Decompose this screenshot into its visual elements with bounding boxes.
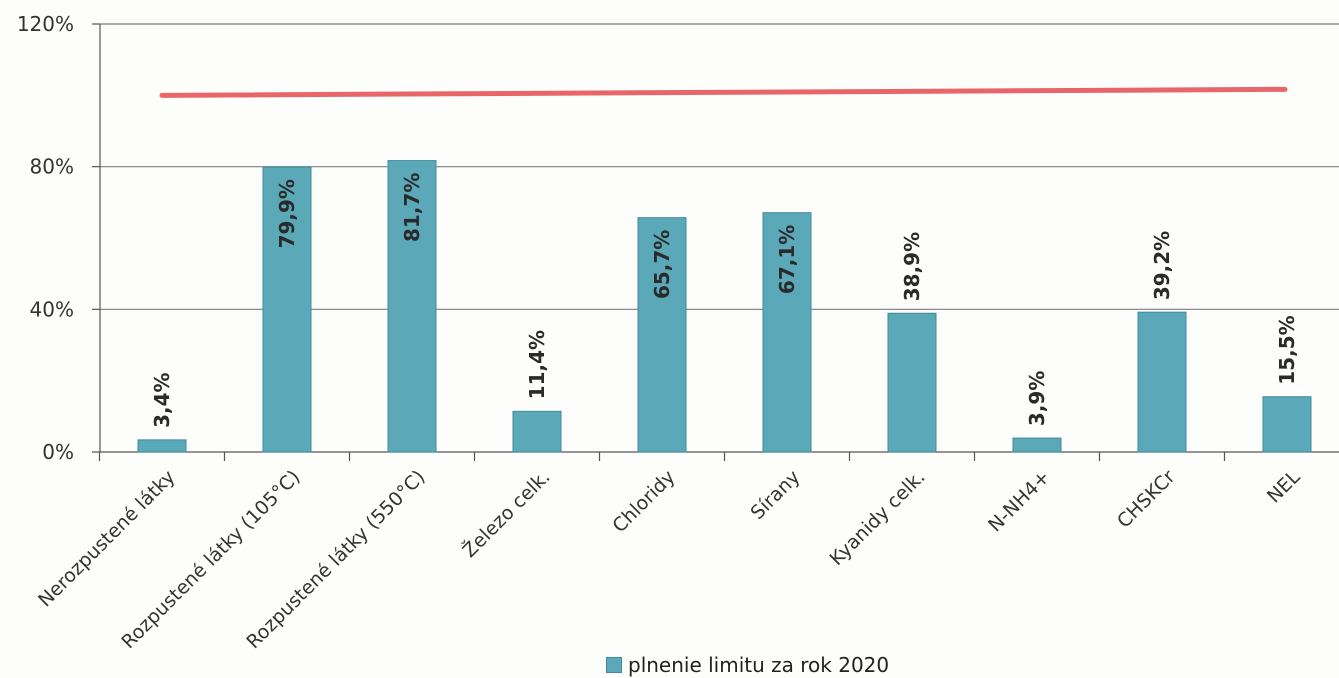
data-label: 67,1% <box>775 225 799 294</box>
legend-label: plnenie limitu za rok 2020 <box>628 653 890 677</box>
data-label: 79,9% <box>275 179 299 248</box>
data-label: 65,7% <box>650 230 674 299</box>
legend-swatch <box>606 657 622 673</box>
legend: plnenie limitu za rok 2020 <box>606 653 889 677</box>
bar <box>262 166 312 453</box>
category-label: Chloridy <box>608 466 679 537</box>
y-tick-label: 40% <box>30 297 74 321</box>
category-label: Železo celk. <box>458 465 555 562</box>
y-tick-label: 120% <box>17 12 74 36</box>
data-label: 3,4% <box>150 372 174 427</box>
y-tick-label: 0% <box>42 440 74 464</box>
category-label: Nerozpustené látky <box>34 466 179 611</box>
data-label: 38,9% <box>900 232 924 301</box>
category-label: N-NH4+ <box>984 466 1054 536</box>
bar <box>887 312 937 453</box>
bar <box>1262 396 1312 453</box>
bar <box>637 217 687 453</box>
data-label: 39,2% <box>1150 231 1174 300</box>
data-label: 81,7% <box>400 173 424 242</box>
limit-line <box>159 86 1288 98</box>
y-tick-label: 80% <box>30 155 74 179</box>
bar <box>137 439 187 453</box>
category-label: NEL <box>1263 466 1305 508</box>
bar <box>762 212 812 453</box>
data-label: 3,9% <box>1025 371 1049 426</box>
bar <box>387 160 437 453</box>
bar <box>1012 437 1062 453</box>
data-label: 15,5% <box>1275 315 1299 384</box>
data-label: 11,4% <box>525 330 549 399</box>
bar <box>512 410 562 453</box>
category-label: CHSKCr <box>1113 466 1180 533</box>
bar <box>1137 311 1187 453</box>
category-label: Kyanidy celk. <box>826 466 930 570</box>
category-label: Sírany <box>746 466 804 524</box>
